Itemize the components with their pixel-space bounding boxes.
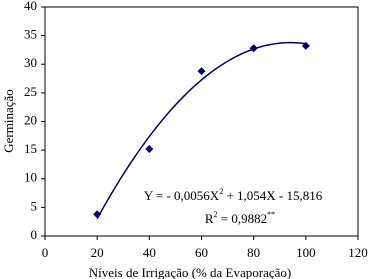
x-tick-label: 20 (91, 245, 104, 260)
annotation-part: 2 (214, 210, 218, 219)
y-tick-label: 15 (24, 141, 37, 156)
y-tick-label: 25 (24, 84, 37, 99)
point (301, 41, 310, 50)
y-tick-label: 30 (24, 55, 37, 70)
y-tick-label: 20 (24, 112, 37, 127)
x-tick-label: 0 (42, 245, 49, 260)
point (93, 210, 102, 219)
y-tick-label: 40 (24, 0, 37, 13)
point (197, 67, 206, 76)
x-tick-label: 80 (247, 245, 260, 260)
y-axis-label: Germinação (1, 89, 16, 153)
y-tick-label: 10 (24, 170, 37, 185)
x-tick-label: 60 (195, 245, 208, 260)
annotation-part: ** (267, 210, 275, 219)
annotation-part: R (205, 211, 214, 226)
x-axis-label: Níveis de Irrigação (% da Evaporação) (89, 265, 291, 279)
annotation-part: = 0,9882 (218, 211, 268, 226)
equation: Y = - 0,0056X2 + 1,054X - 15,816 (144, 187, 323, 203)
y-tick-label: 5 (31, 198, 38, 213)
x-tick-label: 40 (143, 245, 156, 260)
annotation-part: Y = - 0,0056X (144, 188, 220, 203)
annotation-part: + 1,054X - 15,816 (223, 188, 323, 203)
x-tick-label: 120 (348, 245, 368, 260)
point (145, 144, 154, 153)
point (249, 44, 258, 53)
y-tick-label: 35 (24, 27, 37, 42)
y-tick-label: 0 (31, 227, 38, 242)
x-tick-label: 100 (296, 245, 316, 260)
r-squared: R2 = 0,9882** (205, 210, 275, 226)
trend-line (96, 41, 306, 220)
annotation-part: 2 (219, 187, 223, 196)
